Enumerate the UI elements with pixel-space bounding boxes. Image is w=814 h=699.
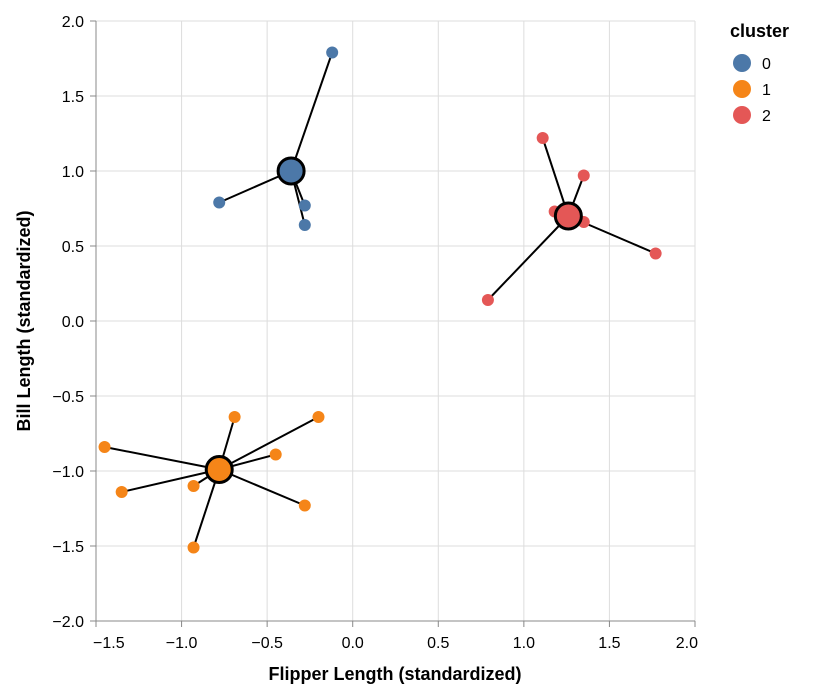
x-tick-label: −1.5 — [93, 635, 125, 652]
connector-line-cluster-1 — [218, 468, 306, 507]
data-point-cluster-0 — [213, 196, 226, 209]
data-point-cluster-1 — [269, 448, 282, 461]
legend-entries: 0 1 2 — [733, 54, 771, 125]
y-tick-label: 1.0 — [62, 164, 84, 181]
connector-lines — [104, 52, 657, 548]
connector-line-cluster-2 — [487, 215, 570, 301]
axes: −1.5 −1.0 −0.5 0.0 0.5 1.0 1.5 2.0 −2.0 −1.5 −1.0 −… — [52, 14, 698, 652]
x-tick-label: 2.0 — [676, 635, 698, 652]
x-tick-label: −1.0 — [166, 635, 198, 652]
connector-line-cluster-1 — [121, 468, 220, 493]
x-tick-label: 1.0 — [513, 635, 535, 652]
grid — [95, 20, 696, 622]
data-point-cluster-1 — [187, 541, 200, 554]
connector-line-cluster-1 — [104, 446, 220, 471]
legend-symbol-0 — [733, 54, 751, 72]
x-axis-title: Flipper Length (standardized) — [268, 664, 521, 684]
legend-label-0: 0 — [762, 56, 771, 73]
data-point-cluster-1 — [312, 411, 325, 423]
y-tick-label: 2.0 — [62, 14, 84, 31]
data-point-cluster-2 — [649, 247, 662, 260]
y-tick-label: 0.0 — [62, 314, 84, 331]
y-tick-label: −0.5 — [52, 389, 84, 406]
data-point-cluster-0 — [326, 46, 339, 59]
x-tick-label: 1.5 — [598, 635, 620, 652]
centroid-cluster-0 — [276, 156, 306, 186]
x-tick-label: 0.5 — [427, 635, 449, 652]
legend-symbol-1 — [733, 80, 751, 98]
data-point-cluster-2 — [481, 294, 494, 306]
x-tick-label: 0.0 — [342, 635, 364, 652]
legend-label-1: 1 — [762, 82, 771, 99]
y-tick-label: 1.5 — [62, 89, 84, 106]
data-point-cluster-1 — [98, 441, 111, 453]
data-point-cluster-1 — [298, 499, 311, 512]
x-tick-label: −0.5 — [251, 635, 283, 652]
y-tick-label: −1.5 — [52, 539, 84, 556]
data-point-cluster-1 — [187, 480, 200, 492]
data-point-cluster-0 — [298, 199, 311, 212]
y-tick-label: −1.0 — [52, 464, 84, 481]
data-point-cluster-1 — [228, 411, 241, 423]
data-point-cluster-2 — [577, 169, 590, 182]
data-point-cluster-1 — [115, 486, 128, 498]
y-tick-label: −2.0 — [52, 614, 84, 631]
legend-label-2: 2 — [762, 108, 771, 125]
y-axis-title: Bill Length (standardized) — [14, 210, 34, 431]
centroid-cluster-1 — [204, 455, 234, 484]
connector-line-cluster-0 — [290, 52, 334, 172]
data-point-cluster-0 — [298, 219, 311, 231]
legend-symbol-2 — [733, 106, 751, 124]
legend: cluster 0 1 2 — [730, 21, 789, 125]
data-point-cluster-2 — [536, 132, 549, 144]
legend-title: cluster — [730, 21, 789, 41]
connector-line-cluster-1 — [218, 416, 319, 471]
centroids — [204, 156, 583, 484]
y-tick-label: 0.5 — [62, 239, 84, 256]
centroid-cluster-2 — [553, 201, 583, 231]
